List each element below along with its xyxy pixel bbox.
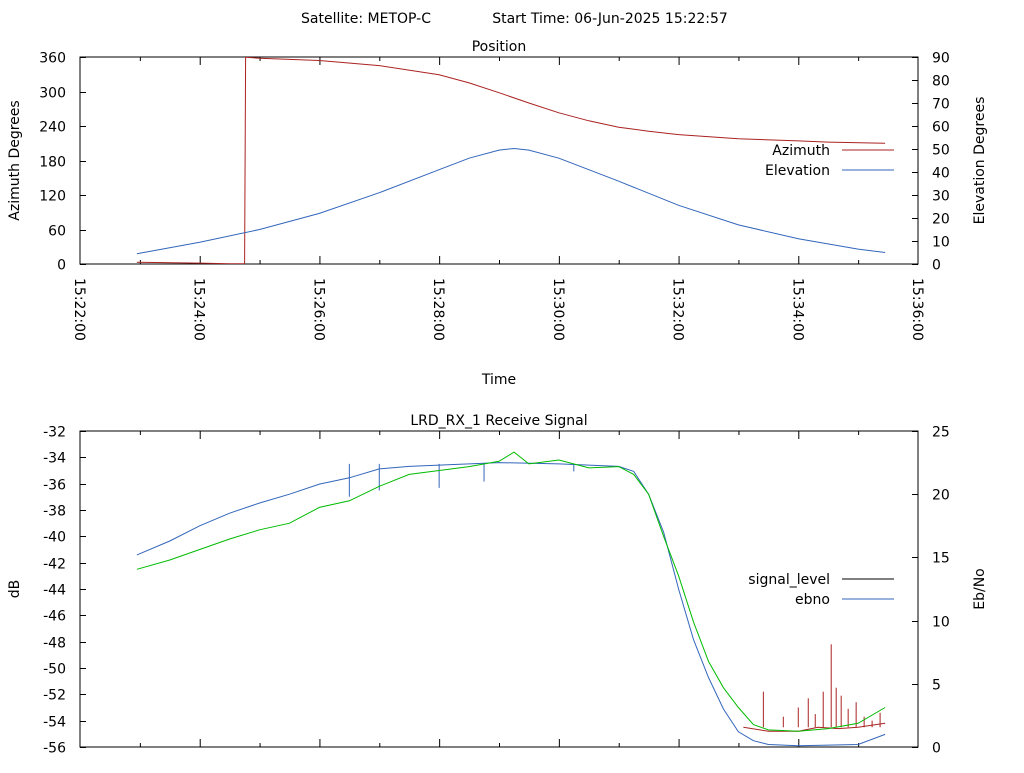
p1-y2-axis-label: Eb/No xyxy=(972,568,988,610)
p1-y2-tick-label: 15 xyxy=(932,551,950,567)
p1-y-tick-label: -50 xyxy=(43,662,66,678)
start-time-label: Start Time: 06-Jun-2025 15:22:57 xyxy=(492,11,728,27)
p0-y2-tick-label: 30 xyxy=(932,189,950,205)
p1-y-tick-label: -38 xyxy=(43,504,66,520)
p0-x-tick-label: 15:36:00 xyxy=(909,278,925,341)
p0-y2-tick-label: 20 xyxy=(932,212,950,228)
p0-y-tick-label: 0 xyxy=(57,258,66,274)
p1-y-tick-label: -36 xyxy=(43,478,66,494)
p0-y2-tick-label: 50 xyxy=(932,143,950,159)
p1-legend-label-ebno: ebno xyxy=(795,592,830,608)
p0-x-tick-label: 15:30:00 xyxy=(550,278,566,341)
p1-y2-tick-label: 20 xyxy=(932,488,950,504)
p1-y-tick-label: -44 xyxy=(43,583,66,599)
p0-y2-tick-label: 90 xyxy=(932,51,950,67)
p0-legend-label-Elevation: Elevation xyxy=(765,163,830,179)
p1-y-tick-label: -46 xyxy=(43,609,66,625)
p1-series-signal_level-line xyxy=(743,722,886,732)
p0-y-tick-label: 300 xyxy=(39,86,66,102)
p1-y-tick-label: -32 xyxy=(43,425,66,441)
p1-series-trace-line xyxy=(136,451,886,732)
p0-y-tick-label: 180 xyxy=(39,155,66,171)
p0-x-tick-label: 15:28:00 xyxy=(430,278,446,341)
p1-y-tick-label: -48 xyxy=(43,636,66,652)
p1-y-tick-label: -34 xyxy=(43,451,66,467)
p0-y2-tick-label: 60 xyxy=(932,120,950,136)
p0-x-tick-label: 15:26:00 xyxy=(310,278,326,341)
p0-chart-title: Position xyxy=(472,39,527,55)
p0-y2-tick-label: 10 xyxy=(932,235,950,251)
p0-y-tick-label: 120 xyxy=(39,189,66,205)
p0-series-Elevation-line xyxy=(136,147,886,255)
p1-y2-tick-label: 10 xyxy=(932,615,950,631)
p0-y-tick-label: 60 xyxy=(48,224,66,240)
p0-y2-tick-label: 40 xyxy=(932,166,950,182)
p1-legend-label-signal_level: signal_level xyxy=(748,572,830,588)
p0-plot-frame xyxy=(79,56,919,265)
p0-x-axis-label: Time xyxy=(481,372,516,388)
p0-x-tick-label: 15:32:00 xyxy=(670,278,686,341)
p1-y-tick-label: -42 xyxy=(43,557,66,573)
p1-y2-tick-label: 25 xyxy=(932,425,950,441)
p0-y-tick-label: 360 xyxy=(39,51,66,67)
p1-y2-tick-label: 0 xyxy=(932,741,941,757)
p1-y-tick-label: -52 xyxy=(43,688,66,704)
p0-y2-tick-label: 0 xyxy=(932,258,941,274)
p1-series-ebno-line xyxy=(136,462,886,747)
p1-y-tick-label: -40 xyxy=(43,530,66,546)
p0-y-tick-label: 240 xyxy=(39,120,66,136)
p1-y-tick-label: -56 xyxy=(43,741,66,757)
p1-y-tick-label: -54 xyxy=(43,715,66,731)
p0-series-group xyxy=(136,57,886,264)
p1-y-axis-label: dB xyxy=(7,580,23,599)
p0-x-tick-label: 15:22:00 xyxy=(71,278,87,341)
p0-y2-tick-label: 70 xyxy=(932,97,950,113)
p0-y-axis-label: Azimuth Degrees xyxy=(7,100,23,220)
satellite-label: Satellite: METOP-C xyxy=(301,11,431,27)
p0-x-tick-label: 15:34:00 xyxy=(789,278,805,341)
p0-series-Azimuth-line xyxy=(136,57,886,264)
p1-chart-title: LRD_RX_1 Receive Signal xyxy=(410,413,587,429)
p0-x-tick-label: 15:24:00 xyxy=(191,278,207,341)
p1-plot-frame xyxy=(79,430,919,748)
p1-series-group xyxy=(136,451,886,747)
p1-y2-tick-label: 5 xyxy=(932,678,941,694)
p0-legend-label-Azimuth: Azimuth xyxy=(772,143,830,159)
p0-y2-tick-label: 80 xyxy=(932,74,950,90)
p0-y2-axis-label: Elevation Degrees xyxy=(972,97,988,225)
